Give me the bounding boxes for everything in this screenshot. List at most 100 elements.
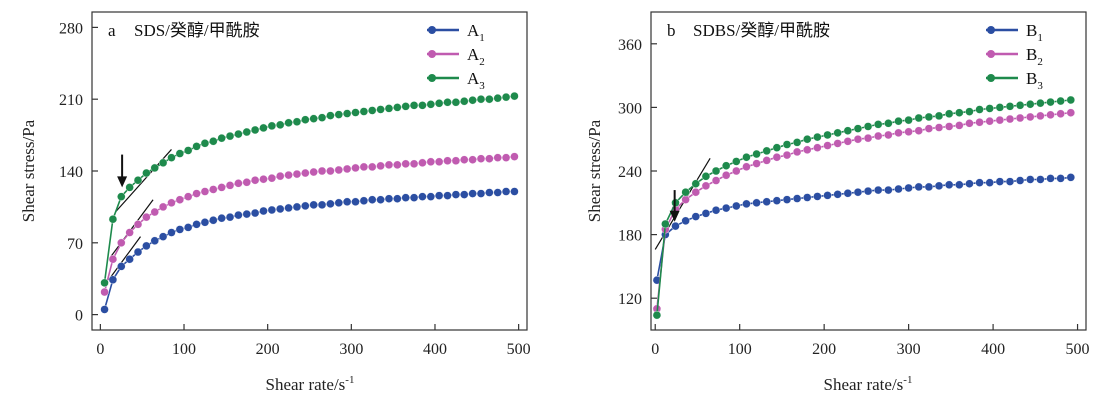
data-point <box>975 178 984 187</box>
data-point <box>259 123 268 133</box>
legend-label: A1 <box>467 21 485 44</box>
data-point <box>863 122 873 131</box>
x-axis-label-text-a: Shear rate/s <box>266 375 346 394</box>
data-point <box>384 104 394 113</box>
data-point <box>944 109 954 118</box>
data-point <box>317 166 327 176</box>
data-point <box>468 155 477 164</box>
legend-label-sub: 2 <box>1037 56 1043 68</box>
data-point <box>460 190 469 199</box>
data-point <box>451 156 461 165</box>
data-point <box>823 191 832 200</box>
data-point <box>259 175 268 184</box>
data-point <box>985 178 994 187</box>
data-point <box>443 156 452 165</box>
y-tick-label: 210 <box>59 92 83 109</box>
data-point <box>468 96 477 105</box>
data-point <box>225 131 235 141</box>
x-tick-label: 500 <box>1066 341 1090 358</box>
panel-label-b: b <box>667 21 676 40</box>
data-point <box>125 255 134 264</box>
x-axis-label-sup-a: -1 <box>345 374 354 386</box>
data-point <box>742 153 751 162</box>
data-point <box>904 183 913 193</box>
data-point <box>184 146 193 155</box>
data-point <box>476 94 486 104</box>
data-point <box>209 185 218 194</box>
data-point <box>485 188 494 197</box>
data-point <box>225 181 235 190</box>
data-point <box>843 137 853 146</box>
data-point <box>1046 174 1055 183</box>
data-point <box>217 133 226 143</box>
legend-marker <box>987 74 995 82</box>
series-line-A3 <box>103 95 515 283</box>
y-axis-label-b: Shear stress/Pa <box>585 119 604 222</box>
data-point <box>691 187 700 197</box>
data-point <box>250 125 260 135</box>
data-point <box>843 126 853 135</box>
data-point <box>100 287 109 297</box>
tangent-line <box>108 236 142 281</box>
data-point <box>874 185 883 195</box>
data-point <box>142 212 151 222</box>
data-point <box>133 247 143 257</box>
data-point <box>184 192 193 201</box>
data-point <box>874 120 883 129</box>
data-point <box>1066 95 1075 105</box>
data-point <box>426 157 435 166</box>
data-point <box>342 197 352 206</box>
data-point <box>510 187 519 196</box>
data-point <box>276 120 285 130</box>
data-point <box>376 105 385 114</box>
legend-label-sub: 1 <box>479 32 485 44</box>
x-axis-label-a: Shear rate/s-1 <box>266 374 355 394</box>
data-point <box>721 171 731 180</box>
legend-label-sub: 3 <box>479 80 485 92</box>
data-point <box>853 187 863 197</box>
data-point <box>904 115 913 125</box>
series-line-B1 <box>656 176 1071 281</box>
data-point <box>334 198 343 208</box>
x-tick-label: 300 <box>897 341 921 358</box>
data-point <box>342 109 352 118</box>
data-point <box>426 192 435 201</box>
data-point <box>681 216 690 226</box>
data-point <box>443 98 452 107</box>
data-point <box>1026 100 1035 109</box>
chart-title-a: SDS/癸醇/甲酰胺 <box>134 21 260 40</box>
data-point <box>944 122 954 131</box>
data-point <box>732 166 741 176</box>
data-point <box>225 212 235 222</box>
data-point <box>711 206 721 215</box>
x-tick-label: 300 <box>339 341 363 358</box>
data-point <box>1026 175 1035 184</box>
panel-label-a: a <box>108 21 116 40</box>
data-point <box>501 187 511 196</box>
data-point <box>393 103 402 112</box>
data-point <box>451 98 461 107</box>
data-point <box>823 130 832 140</box>
data-point <box>701 181 711 191</box>
data-point <box>117 192 126 201</box>
data-point <box>284 118 293 127</box>
data-point <box>117 262 126 271</box>
data-point <box>904 127 913 136</box>
data-point <box>250 208 260 218</box>
data-point <box>167 228 176 237</box>
y-axis-label-a: Shear stress/Pa <box>19 119 38 222</box>
data-point <box>158 202 168 212</box>
data-point <box>833 128 842 138</box>
data-point <box>368 195 377 204</box>
x-tick-label: 200 <box>812 341 836 358</box>
data-point <box>1015 176 1025 185</box>
chart-panel-b: b SDBS/癸醇/甲酰胺 Shear rate/s-1 Shear stres… <box>585 11 1090 394</box>
data-point <box>1046 97 1055 107</box>
data-point <box>772 153 782 162</box>
data-point <box>150 236 159 245</box>
data-point <box>701 172 711 181</box>
legend-label: A2 <box>467 45 485 68</box>
data-point <box>934 123 944 132</box>
data-point <box>863 133 873 143</box>
legend-label: B1 <box>1026 21 1043 44</box>
